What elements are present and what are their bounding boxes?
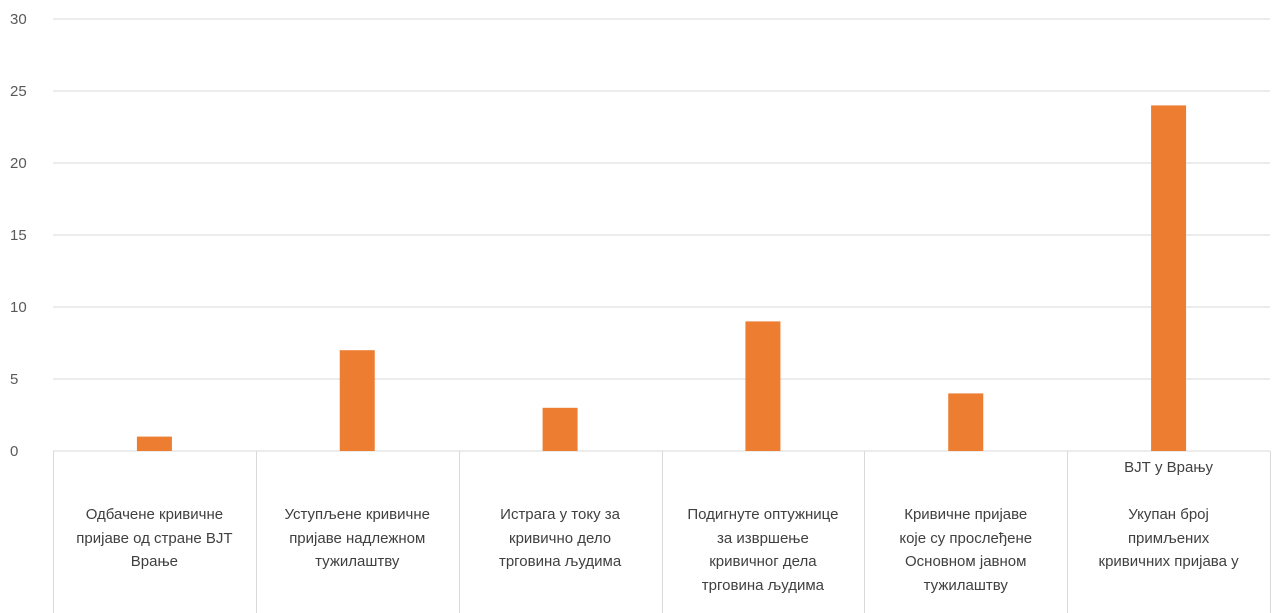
x-category-label-line: Укупан број: [1128, 506, 1209, 523]
x-category-label-line: Подигнуте оптужнице: [687, 506, 839, 523]
x-category-label-line: [664, 480, 863, 504]
x-category-label-line: тужилаштву: [315, 553, 400, 570]
bar: [542, 407, 578, 451]
x-category-label: Одбачене кривичне пријаве од стране ВЈТ Вр…: [53, 456, 256, 610]
bars: [136, 105, 1187, 452]
y-tick-label: 15: [10, 227, 27, 244]
x-category-label-line: [461, 480, 660, 504]
y-tick-label: 10: [10, 299, 27, 316]
y-tick-label: 20: [10, 155, 27, 172]
x-category-label-line: [258, 456, 457, 480]
x-category-label-line: кривичног дела: [709, 553, 817, 570]
x-category-label-line: трговина људима: [701, 576, 825, 594]
y-axis-tick-labels: 0 5 10 15 20 25 30: [10, 11, 27, 460]
gridlines: [53, 18, 1270, 452]
x-category-label-line: пријаве надлежном: [289, 529, 426, 547]
x-category-label-line: ВЈТ у Врању: [1124, 459, 1214, 476]
x-category-label: Подигнуте оптужнице за извршење кривичног …: [662, 456, 865, 610]
x-category-label-line: [866, 456, 1065, 480]
x-category-label: Истрага у току за кривично дело трговина љ…: [459, 456, 662, 610]
x-category-label-line: кривично дело: [509, 529, 612, 547]
x-category-label-line: Одбачене кривичне: [85, 506, 224, 523]
x-category-label-line: кривичних пријава у: [1098, 553, 1239, 570]
x-category-label-line: Основном јавном: [905, 553, 1027, 570]
x-category-label-line: примљених: [1127, 529, 1210, 547]
x-category-label-line: Уступљене кривичне: [284, 506, 430, 523]
y-tick-label: 25: [10, 83, 27, 100]
x-category-label: ВЈТ у Врању Укупан број примљених кривични…: [1067, 456, 1270, 610]
x-category-label-line: [866, 480, 1065, 504]
x-category-label-line: [461, 456, 660, 480]
x-category-label-line: за извршење: [716, 529, 809, 547]
x-category-label-line: [258, 480, 457, 504]
x-category-label-line: Кривичне пријаве: [904, 506, 1028, 523]
x-category-label-line: пријаве од стране ВЈТ: [76, 529, 233, 547]
x-category-label-line: тужилаштву: [923, 576, 1008, 594]
y-tick-label: 5: [10, 371, 18, 388]
bar: [339, 350, 375, 451]
x-category-label-line: које су прослеђене: [899, 529, 1033, 547]
x-category-label-line: [664, 456, 863, 480]
y-tick-label: 0: [10, 443, 18, 460]
x-category-label-line: трговина људима: [498, 553, 622, 570]
x-category-label-line: [55, 480, 254, 504]
x-category-label: Кривичне пријаве које су прослеђене Основн…: [864, 456, 1067, 610]
category-dividers: [53, 451, 1271, 613]
x-category-label-line: Истрага у току за: [500, 506, 620, 523]
bar: [948, 393, 984, 451]
x-category-label-line: [55, 456, 254, 480]
bar: [136, 436, 172, 451]
x-category-label-line: [1069, 480, 1268, 504]
bar: [745, 321, 781, 451]
x-category-label-line: Врање: [130, 553, 179, 570]
bar: [1151, 105, 1187, 452]
y-tick-label: 30: [10, 11, 27, 28]
x-category-label: Уступљене кривичне пријаве надлежном тужил…: [256, 456, 459, 610]
